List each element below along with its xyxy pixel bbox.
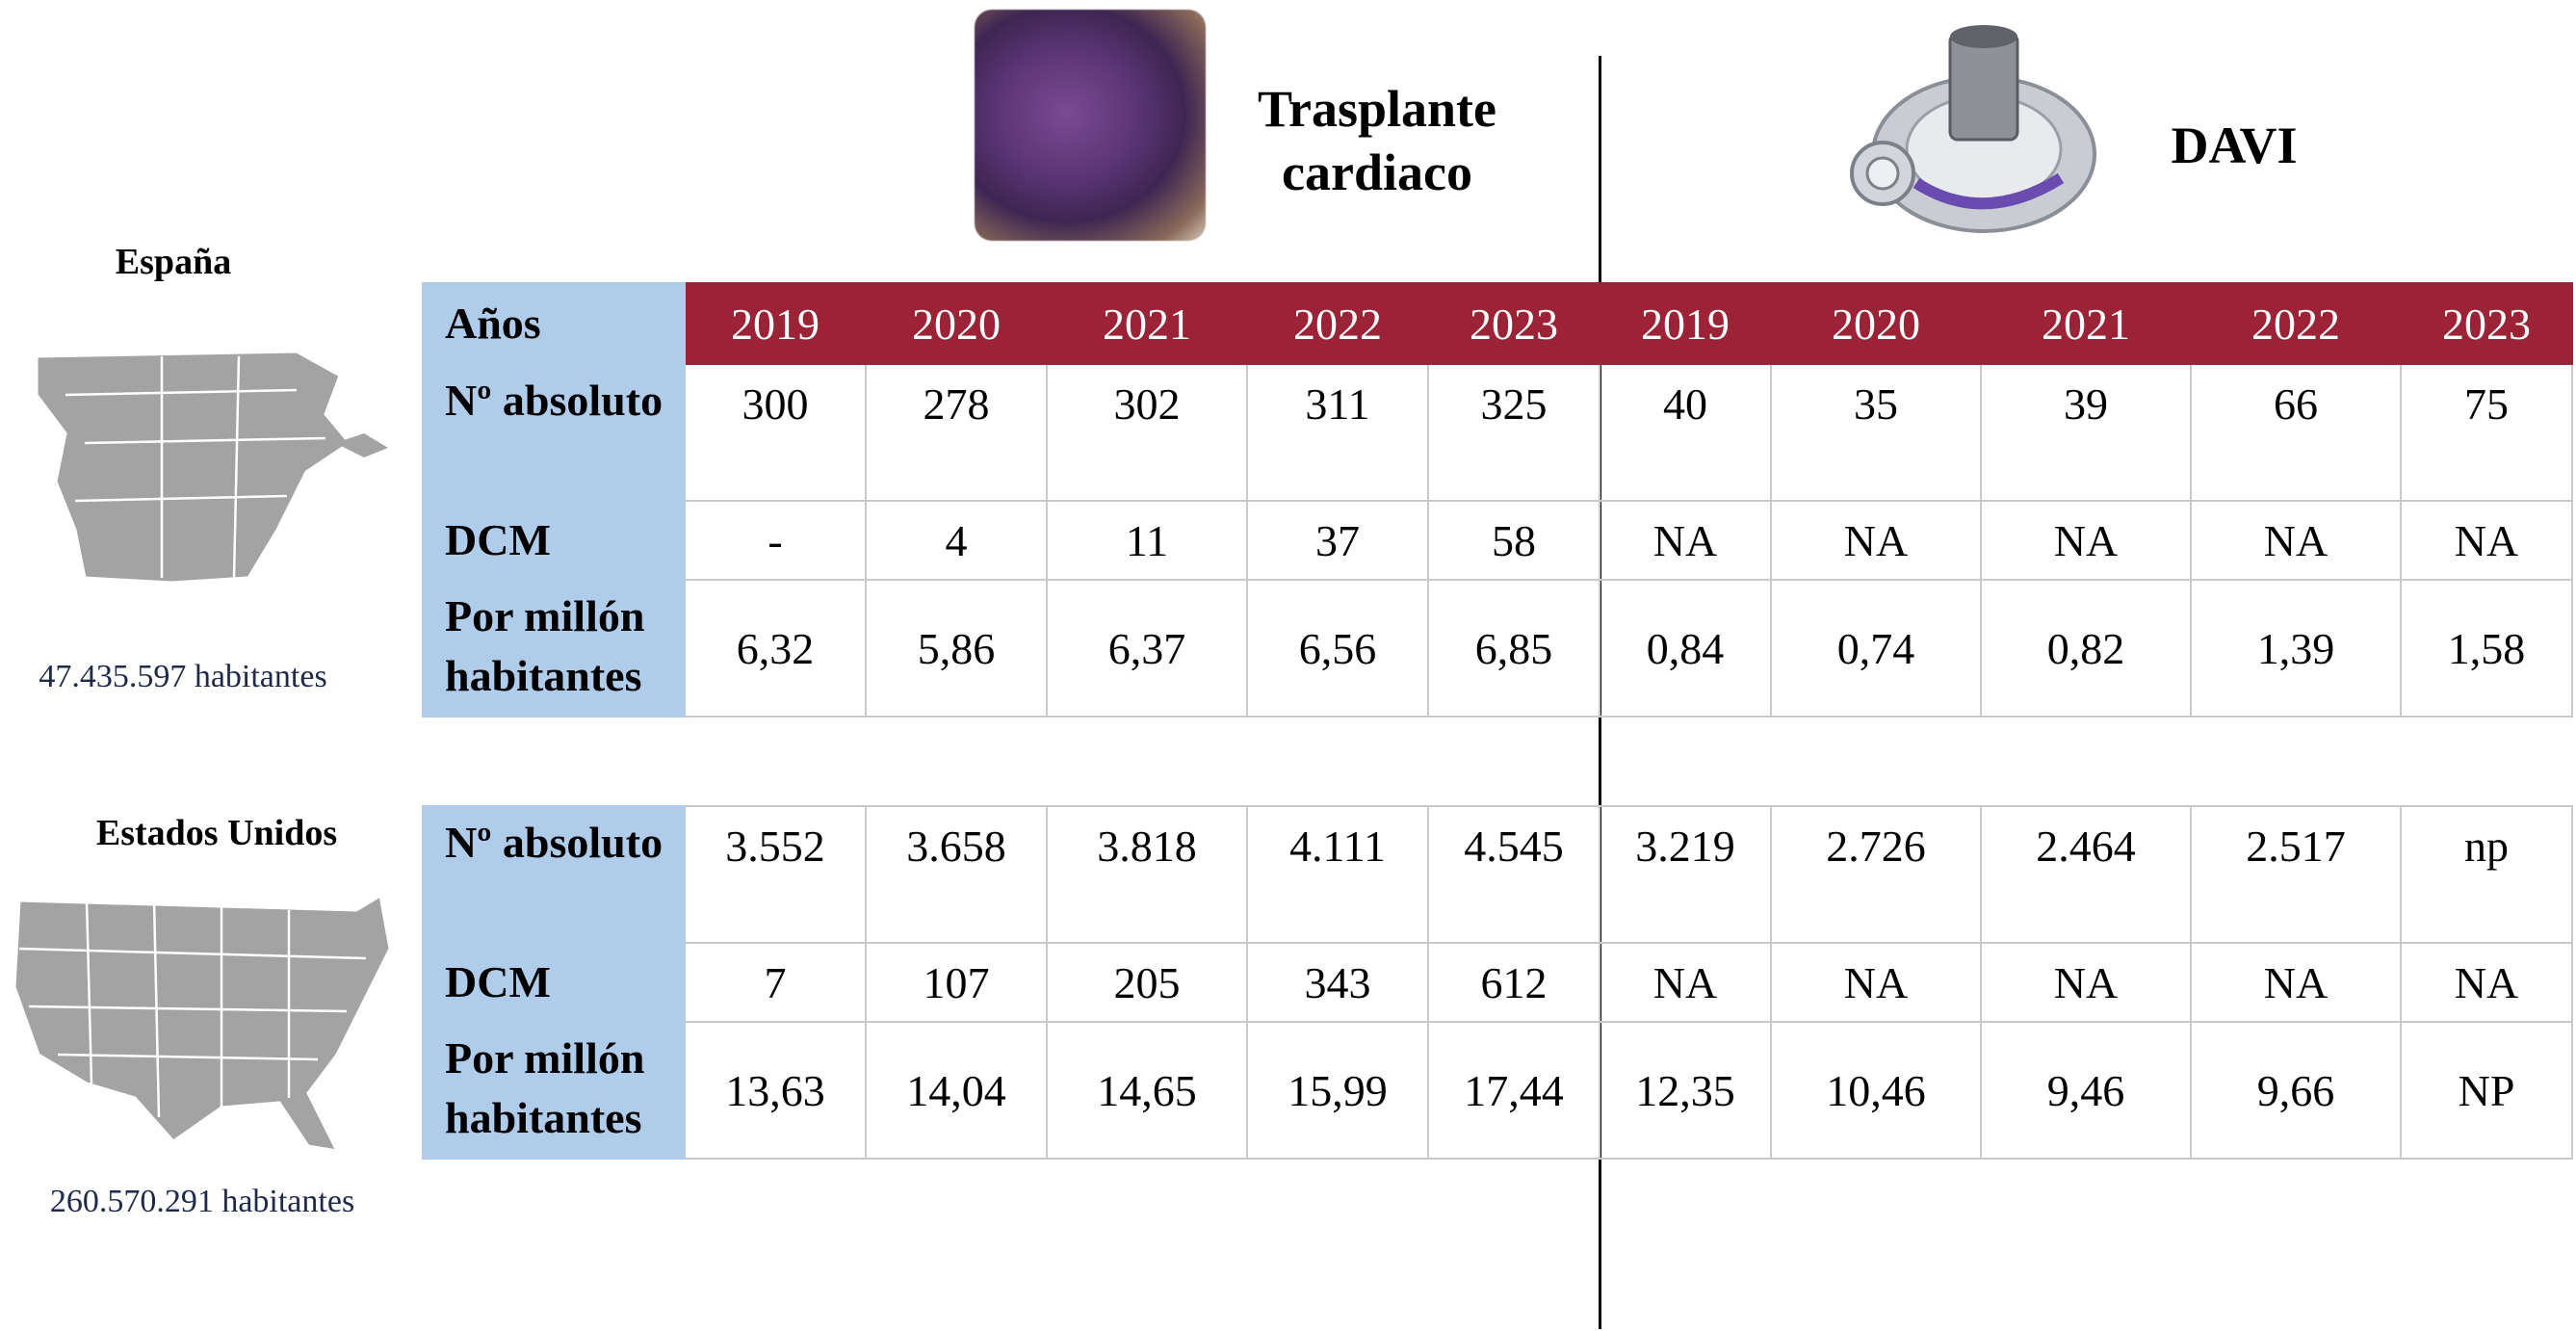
table-cell: 15,99 xyxy=(1246,1021,1429,1160)
table-cell: 2.517 xyxy=(2190,805,2402,944)
table-cell: NA xyxy=(1980,500,2192,581)
table-cell: 0,74 xyxy=(1770,579,1982,718)
table-cell: 107 xyxy=(865,942,1048,1023)
vad-header: DAVI xyxy=(2171,117,2298,174)
lvad-device-photo xyxy=(1850,25,2096,233)
table-row: DCM - 4 11 37 58 NA NA NA NA NA xyxy=(422,500,2573,581)
table-cell: - xyxy=(684,500,867,581)
table-row: Por millón habitantes 6,32 5,86 6,37 6,5… xyxy=(422,579,2573,718)
table-row: Años 2019 2020 2021 2022 2023 2019 2020 … xyxy=(422,282,2573,365)
table-row: Nº absoluto 300 278 302 311 325 40 35 39… xyxy=(422,363,2573,502)
table-cell: NA xyxy=(1770,500,1982,581)
table-cell: 66 xyxy=(2190,363,2402,502)
table-cell: 9,46 xyxy=(1980,1021,2192,1160)
usa-population: 260.570.291 habitantes xyxy=(49,1184,355,1219)
row-label: Nº absoluto xyxy=(422,805,686,944)
usa-map-icon xyxy=(13,893,392,1153)
row-label: Por millón habitantes xyxy=(422,579,686,718)
table-cell: NP xyxy=(2400,1021,2573,1160)
table-cell: 6,56 xyxy=(1246,579,1429,718)
table-cell: 325 xyxy=(1427,363,1600,502)
table-cell: NA xyxy=(1980,942,2192,1023)
table-cell: NA xyxy=(2400,942,2573,1023)
table-cell: 5,86 xyxy=(865,579,1048,718)
table-cell: 40 xyxy=(1599,363,1772,502)
table-cell: 4 xyxy=(865,500,1048,581)
spain-map-icon xyxy=(35,350,388,585)
year-cell: 2021 xyxy=(1980,282,2192,365)
table-cell: 311 xyxy=(1246,363,1429,502)
table-cell: 4.111 xyxy=(1246,805,1429,944)
transplant-header: Trasplante cardiaco xyxy=(1257,80,1496,201)
heart-transplant-photo xyxy=(975,10,1206,241)
table-row: Por millón habitantes 13,63 14,04 14,65 … xyxy=(422,1021,2573,1160)
table-cell: 14,65 xyxy=(1046,1021,1248,1160)
table-cell: 0,82 xyxy=(1980,579,2192,718)
table-cell: 302 xyxy=(1046,363,1248,502)
table-cell: 2.726 xyxy=(1770,805,1982,944)
table-cell: NA xyxy=(1599,942,1772,1023)
table-cell: NA xyxy=(1770,942,1982,1023)
table-cell: 1,39 xyxy=(2190,579,2402,718)
table-cell: 4.545 xyxy=(1427,805,1600,944)
year-cell: 2022 xyxy=(2190,282,2402,365)
table-cell: 14,04 xyxy=(865,1021,1048,1160)
table-cell: 1,58 xyxy=(2400,579,2573,718)
table-cell: 37 xyxy=(1246,500,1429,581)
table-cell: 6,37 xyxy=(1046,579,1248,718)
year-cell: 2020 xyxy=(1770,282,1982,365)
table-cell: np xyxy=(2400,805,2573,944)
table-cell: 7 xyxy=(684,942,867,1023)
table-cell: 343 xyxy=(1246,942,1429,1023)
spain-population: 47.435.597 habitantes xyxy=(39,659,327,694)
table-cell: 2.464 xyxy=(1980,805,2192,944)
table-cell: 35 xyxy=(1770,363,1982,502)
spain-title: España xyxy=(115,242,232,282)
usa-table: Nº absoluto 3.552 3.658 3.818 4.111 4.54… xyxy=(422,805,2573,1160)
table-cell: 6,32 xyxy=(684,579,867,718)
row-label: DCM xyxy=(422,500,686,581)
row-label: Años xyxy=(422,282,686,365)
table-row: DCM 7 107 205 343 612 NA NA NA NA NA xyxy=(422,942,2573,1023)
table-cell: 3.219 xyxy=(1599,805,1772,944)
year-cell: 2021 xyxy=(1046,282,1248,365)
table-cell: 300 xyxy=(684,363,867,502)
table-cell: NA xyxy=(2190,942,2402,1023)
table-cell: NA xyxy=(2400,500,2573,581)
year-cell: 2023 xyxy=(2400,282,2573,365)
table-row: Nº absoluto 3.552 3.658 3.818 4.111 4.54… xyxy=(422,805,2573,944)
table-cell: 13,63 xyxy=(684,1021,867,1160)
table-cell: NA xyxy=(1599,500,1772,581)
year-cell: 2019 xyxy=(684,282,867,365)
table-cell: 17,44 xyxy=(1427,1021,1600,1160)
table-cell: 0,84 xyxy=(1599,579,1772,718)
table-cell: 3.818 xyxy=(1046,805,1248,944)
table-cell: 9,66 xyxy=(2190,1021,2402,1160)
table-cell: 3.658 xyxy=(865,805,1048,944)
table-cell: NA xyxy=(2190,500,2402,581)
year-cell: 2023 xyxy=(1427,282,1600,365)
table-cell: 205 xyxy=(1046,942,1248,1023)
table-cell: 58 xyxy=(1427,500,1600,581)
table-cell: 11 xyxy=(1046,500,1248,581)
usa-title: Estados Unidos xyxy=(95,813,338,853)
table-cell: 612 xyxy=(1427,942,1600,1023)
row-label: Nº absoluto xyxy=(422,363,686,502)
year-cell: 2019 xyxy=(1599,282,1772,365)
year-cell: 2020 xyxy=(865,282,1048,365)
row-label: DCM xyxy=(422,942,686,1023)
table-cell: 6,85 xyxy=(1427,579,1600,718)
table-cell: 39 xyxy=(1980,363,2192,502)
table-cell: 278 xyxy=(865,363,1048,502)
table-cell: 10,46 xyxy=(1770,1021,1982,1160)
row-label: Por millón habitantes xyxy=(422,1021,686,1160)
spain-table: Años 2019 2020 2021 2022 2023 2019 2020 … xyxy=(422,282,2573,718)
year-cell: 2022 xyxy=(1246,282,1429,365)
table-cell: 12,35 xyxy=(1599,1021,1772,1160)
table-cell: 3.552 xyxy=(684,805,867,944)
table-cell: 75 xyxy=(2400,363,2573,502)
